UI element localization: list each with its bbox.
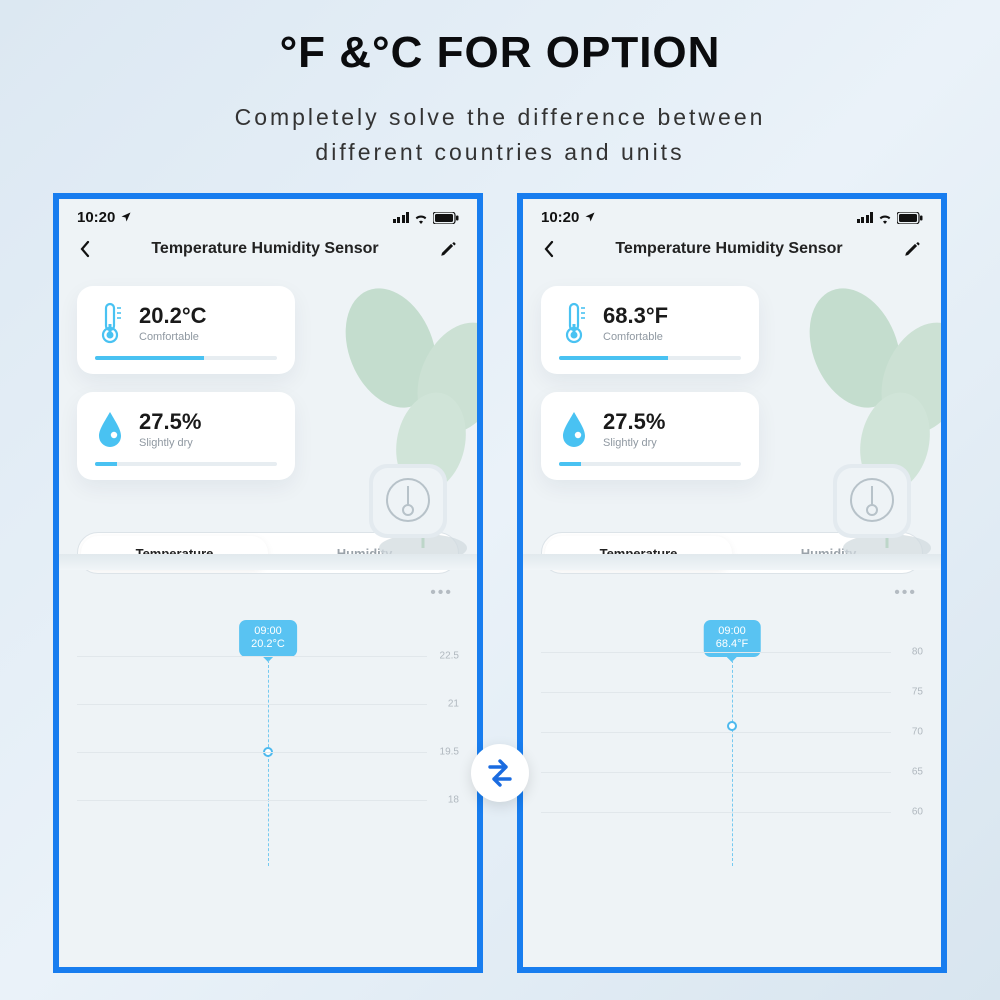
temperature-bar xyxy=(559,356,741,360)
humidity-bar xyxy=(559,462,741,466)
chart-gridlabel: 70 xyxy=(912,727,923,738)
temperature-status: Comfortable xyxy=(603,331,668,343)
edit-icon[interactable] xyxy=(903,240,921,258)
tab-temperature[interactable]: Temperature xyxy=(81,536,268,570)
temperature-bar-fill xyxy=(559,356,668,360)
chart-gridline xyxy=(77,704,427,705)
status-time: 10:20 xyxy=(77,209,132,226)
chart-gridline xyxy=(541,732,891,733)
plant-decoration-icon xyxy=(787,270,947,570)
thermometer-icon xyxy=(559,302,589,344)
chart-gridline xyxy=(541,812,891,813)
temperature-status: Comfortable xyxy=(139,331,207,343)
chart-gridline xyxy=(77,656,427,657)
phone-content: 20.2°C Comfortable 27.5% Slightly dry xyxy=(59,272,477,950)
back-icon[interactable] xyxy=(543,240,555,258)
location-arrow-icon xyxy=(584,211,596,223)
edit-icon[interactable] xyxy=(439,240,457,258)
tab-humidity[interactable]: Humidity xyxy=(735,533,922,573)
tooltip-value: 20.2°C xyxy=(251,638,285,650)
droplet-icon xyxy=(559,408,589,450)
chart-tabs: Temperature Humidity xyxy=(77,532,459,574)
chart-gridlabel: 21 xyxy=(448,699,459,710)
chart-vline xyxy=(268,660,269,866)
humidity-status: Slightly dry xyxy=(139,437,201,449)
chart-tabs: Temperature Humidity xyxy=(541,532,923,574)
cellular-signal-icon xyxy=(857,212,874,223)
temperature-card[interactable]: 20.2°C Comfortable xyxy=(77,286,295,374)
cellular-signal-icon xyxy=(393,212,410,223)
chart-gridlabel: 18 xyxy=(448,795,459,806)
phones-row: 10:20 Temperature Humidity Sensor xyxy=(0,193,1000,973)
temperature-value: 68.3°F xyxy=(603,303,668,329)
battery-icon xyxy=(897,212,923,224)
chart-point xyxy=(727,721,737,731)
tab-humidity[interactable]: Humidity xyxy=(271,533,458,573)
status-bar: 10:20 xyxy=(523,199,941,230)
more-menu-icon[interactable]: ••• xyxy=(541,574,923,602)
phone-screenshot-celsius: 10:20 Temperature Humidity Sensor xyxy=(53,193,483,973)
humidity-bar-fill xyxy=(559,462,581,466)
temperature-bar xyxy=(95,356,277,360)
location-arrow-icon xyxy=(120,211,132,223)
swap-arrows-icon xyxy=(482,755,518,791)
chart-gridlabel: 19.5 xyxy=(440,747,459,758)
more-menu-icon[interactable]: ••• xyxy=(77,574,459,602)
subhead-line: different countries and units xyxy=(315,139,684,165)
humidity-bar xyxy=(95,462,277,466)
wifi-icon xyxy=(877,212,893,224)
temperature-card[interactable]: 68.3°F Comfortable xyxy=(541,286,759,374)
subhead-line: Completely solve the difference between xyxy=(235,104,766,130)
tooltip-time: 09:00 xyxy=(718,625,746,637)
nav-title: Temperature Humidity Sensor xyxy=(151,240,378,258)
chart-gridline xyxy=(541,692,891,693)
humidity-status: Slightly dry xyxy=(603,437,665,449)
tooltip-time: 09:00 xyxy=(254,625,282,637)
back-icon[interactable] xyxy=(79,240,91,258)
temperature-bar-fill xyxy=(95,356,204,360)
temperature-chart[interactable]: 09:00 20.2°C 22.5 21 19.5 18 xyxy=(77,606,459,866)
swap-units-button[interactable] xyxy=(471,744,529,802)
battery-icon xyxy=(433,212,459,224)
status-time-text: 10:20 xyxy=(541,209,579,226)
tooltip-value: 68.4°F xyxy=(716,638,749,650)
status-time: 10:20 xyxy=(541,209,596,226)
chart-tooltip: 09:00 20.2°C xyxy=(239,620,297,657)
humidity-bar-fill xyxy=(95,462,117,466)
thermometer-icon xyxy=(95,302,125,344)
phone-screenshot-fahrenheit: 10:20 Temperature Humidity Sensor xyxy=(517,193,947,973)
status-right xyxy=(393,212,460,224)
page-subhead: Completely solve the difference between … xyxy=(0,100,1000,169)
chart-gridline xyxy=(77,752,427,753)
chart-gridline xyxy=(541,772,891,773)
chart-vline xyxy=(732,660,733,866)
status-right xyxy=(857,212,924,224)
humidity-value: 27.5% xyxy=(603,409,665,435)
temperature-value: 20.2°C xyxy=(139,303,207,329)
tab-temperature[interactable]: Temperature xyxy=(545,536,732,570)
wifi-icon xyxy=(413,212,429,224)
status-time-text: 10:20 xyxy=(77,209,115,226)
chart-gridlabel: 60 xyxy=(912,807,923,818)
humidity-value: 27.5% xyxy=(139,409,201,435)
chart-gridline xyxy=(541,652,891,653)
humidity-card[interactable]: 27.5% Slightly dry xyxy=(541,392,759,480)
chart-gridlabel: 80 xyxy=(912,647,923,658)
page-headline: °F &°C FOR OPTION xyxy=(0,0,1000,78)
chart-gridline xyxy=(77,800,427,801)
chart-gridlabel: 22.5 xyxy=(440,651,459,662)
phone-content: 68.3°F Comfortable 27.5% Slightly dry xyxy=(523,272,941,950)
chart-gridlabel: 65 xyxy=(912,767,923,778)
temperature-chart[interactable]: 09:00 68.4°F 80 75 70 65 60 xyxy=(541,606,923,866)
humidity-card[interactable]: 27.5% Slightly dry xyxy=(77,392,295,480)
status-bar: 10:20 xyxy=(59,199,477,230)
nav-title: Temperature Humidity Sensor xyxy=(615,240,842,258)
nav-bar: Temperature Humidity Sensor xyxy=(523,230,941,272)
nav-bar: Temperature Humidity Sensor xyxy=(59,230,477,272)
chart-gridlabel: 75 xyxy=(912,687,923,698)
plant-decoration-icon xyxy=(323,270,483,570)
droplet-icon xyxy=(95,408,125,450)
